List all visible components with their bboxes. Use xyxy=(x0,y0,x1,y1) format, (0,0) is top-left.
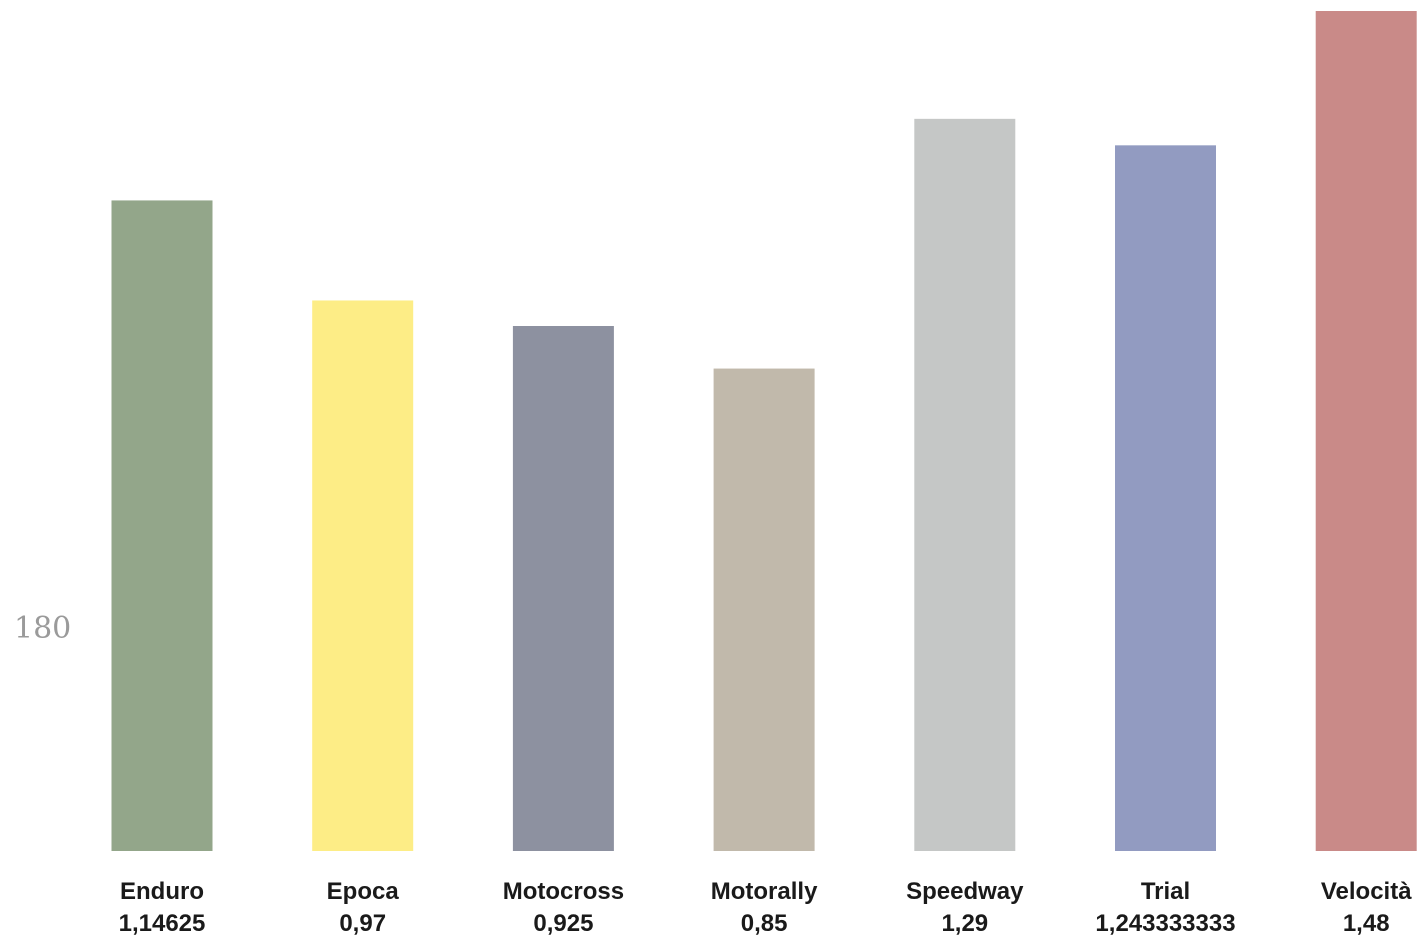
x-tick-label: Trial xyxy=(1141,878,1190,905)
bar xyxy=(111,200,213,852)
bar xyxy=(312,300,414,851)
value-label: 0,85 xyxy=(741,910,788,936)
value-label: 1,48 xyxy=(1343,910,1390,936)
value-label: 1,14625 xyxy=(119,910,206,936)
page-number: 180 xyxy=(14,611,71,646)
x-tick-label: Velocità xyxy=(1321,878,1412,905)
bar xyxy=(512,326,614,851)
value-label: 1,243333333 xyxy=(1095,910,1235,936)
bar xyxy=(1115,145,1216,851)
bar xyxy=(1315,11,1417,851)
x-tick-label: Enduro xyxy=(120,878,204,905)
x-tick-label: Speedway xyxy=(906,878,1024,905)
bar xyxy=(914,118,1016,852)
x-tick-label: Motocross xyxy=(503,878,624,905)
value-label: 0,925 xyxy=(533,910,593,936)
value-label: 0,97 xyxy=(339,910,386,936)
x-tick-label: Epoca xyxy=(327,878,400,905)
x-tick-label: Motorally xyxy=(711,878,818,905)
bar xyxy=(713,368,815,851)
value-label: 1,29 xyxy=(941,910,988,936)
